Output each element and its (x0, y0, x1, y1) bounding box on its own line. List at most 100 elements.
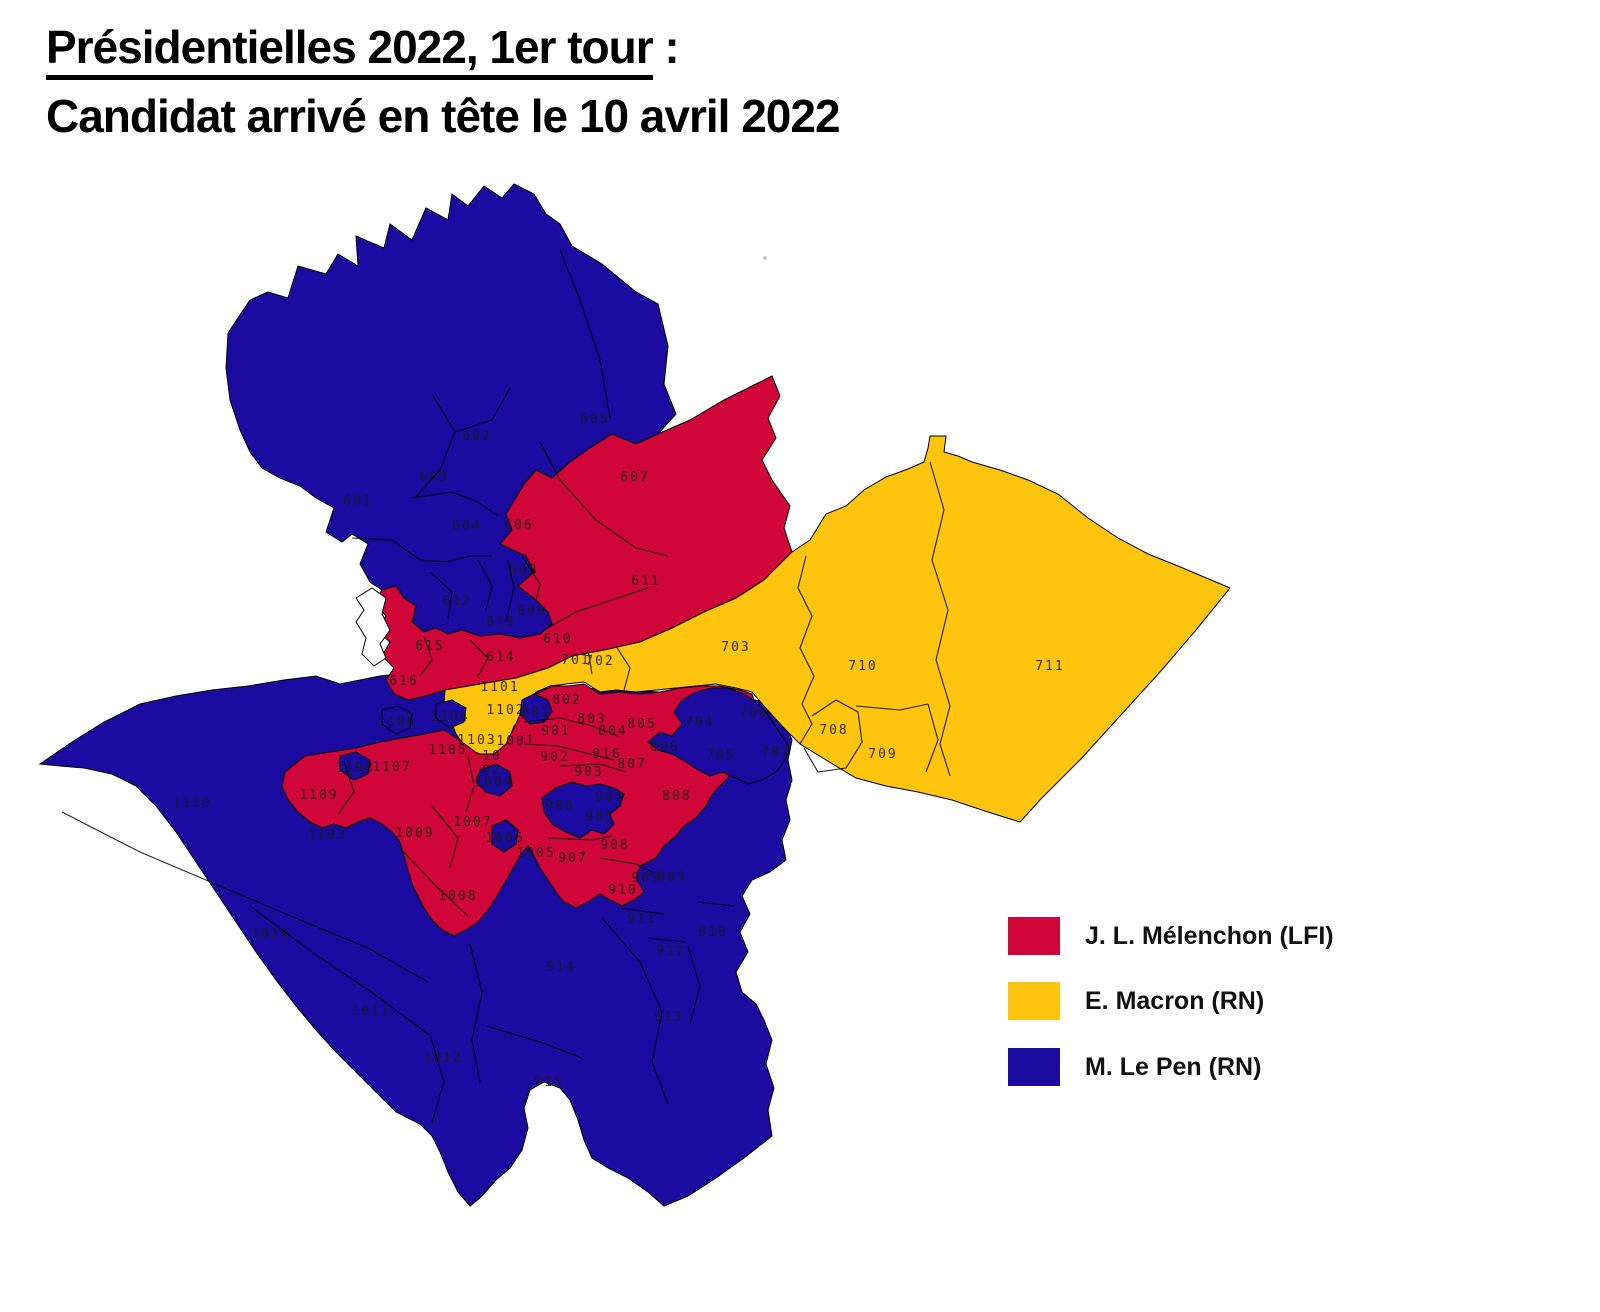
enclave-lepen-801 (519, 693, 553, 725)
legend-label-macron: E. Macron (RN) (1085, 986, 1265, 1015)
district-label-612: 612 (442, 594, 471, 609)
district-label-1011: 1011 (351, 1004, 390, 1019)
district-label-1101: 1101 (480, 680, 519, 695)
title-line1: Présidentielles 2022, 1er tour : (46, 20, 840, 80)
district-label-806: 806 (650, 740, 679, 755)
district-label-907: 907 (558, 851, 587, 866)
district-label-1012: 1012 (423, 1051, 462, 1066)
district-label-1002: 10 02 (482, 749, 502, 778)
district-label-1106: 1106 (377, 715, 416, 730)
district-label-708: 708 (819, 723, 848, 738)
district-label-905: 905 (585, 810, 614, 825)
enclave-lepen-1004 (475, 763, 513, 797)
district-label-810: 810 (698, 925, 727, 940)
page-title: Présidentielles 2022, 1er tour : Candida… (46, 20, 841, 143)
district-label-912: 912 (656, 944, 685, 959)
district-label-916: 916 (592, 747, 621, 762)
legend-label-lepen: M. Le Pen (RN) (1085, 1052, 1262, 1081)
district-label-607: 607 (620, 470, 649, 485)
district-label-706: 706 (739, 706, 768, 721)
district-label-911: 911 (627, 912, 656, 927)
title-line2: Candidat arrivé en tête le 10 avril 2022 (46, 90, 841, 142)
district-label-608: 608 (509, 563, 538, 578)
district-label-1109: 1109 (299, 788, 338, 803)
district-label-915: 915 (534, 1075, 563, 1090)
district-label-910: 910 (608, 883, 637, 898)
district-label-901: 901 (541, 724, 570, 739)
district-label-908: 908 (600, 838, 629, 853)
district-label-808: 808 (662, 789, 691, 804)
legend-swatch-macron (1008, 982, 1060, 1020)
legend-swatch-lepen (1008, 1048, 1060, 1086)
district-label-906: 906 (545, 799, 574, 814)
district-label-705: 705 (706, 748, 735, 763)
district-label-609: 609 (517, 604, 546, 619)
district-label-914: 914 (546, 960, 575, 975)
district-label-1102: 1102 (486, 703, 525, 718)
district-label-1107: 1107 (372, 760, 411, 775)
district-label-707: 707 (761, 745, 790, 760)
district-label-1008: 1008 (438, 889, 477, 904)
district-label-615: 615 (415, 639, 444, 654)
district-label-1104: 1104 (430, 710, 469, 725)
district-label-801: 801 (521, 705, 550, 720)
legend-label-melenchon: J. L. Mélenchon (LFI) (1085, 921, 1334, 950)
district-label-701: 701 (561, 653, 590, 668)
district-label-1108: 1108 (335, 761, 374, 776)
district-label-902: 902 (540, 750, 569, 765)
enclave-lepen-1106 (381, 705, 413, 735)
district-label-605: 605 (580, 412, 609, 427)
district-label-603: 603 (419, 470, 448, 485)
district-label-1005: 1005 (516, 846, 555, 861)
district-label-913: 913 (654, 1010, 683, 1025)
title-underlined-text: Présidentielles 2022, 1er tour (46, 20, 654, 80)
enclave-lepen-1104 (435, 699, 467, 729)
legend-swatch-melenchon (1008, 917, 1060, 955)
district-label-1103: 1103 (307, 828, 346, 843)
district-label-909: 909 (631, 871, 660, 886)
district-label-703: 703 (721, 640, 750, 655)
district-label-602: 602 (462, 429, 491, 444)
district-label-1004: 1004 (474, 775, 513, 790)
district-label-606: 606 (504, 518, 533, 533)
district-label-604: 604 (452, 519, 481, 534)
district-labels: 601 602 603 604 605 606 607 608 609 610 611 612 613 6… (172, 412, 1064, 1090)
district-label-1007: 1007 (453, 815, 492, 830)
district-label-704: 704 (685, 715, 714, 730)
district-label-1105: 1105 (428, 743, 467, 758)
district-label-710: 710 (848, 659, 877, 674)
district-borders (61, 249, 951, 1123)
district-label-803: 803 (577, 712, 606, 727)
district-label-702: 702 (585, 654, 614, 669)
district-label-1009: 1009 (395, 826, 434, 841)
district-label-1010: 1010 (251, 927, 290, 942)
district-label-611: 611 (631, 574, 660, 589)
district-label-1110: 1110 (172, 796, 211, 811)
district-label-616: 616 (389, 674, 418, 689)
district-label-613: 613 (486, 615, 515, 630)
enclave-lepen-904-906 (541, 781, 625, 839)
district-label-610: 610 (543, 632, 572, 647)
east-macron-region (443, 435, 1231, 823)
title-suffix: : (652, 21, 679, 73)
district-label-711: 711 (1035, 659, 1064, 674)
legend-item-lepen: M. Le Pen (RN) (1008, 1048, 1261, 1086)
district-label-614: 614 (486, 650, 515, 665)
enclave-lepen-1006 (491, 819, 519, 853)
district-label-809: 809 (657, 870, 686, 885)
district-label-601: 601 (343, 494, 372, 509)
district-label-709: 709 (868, 747, 897, 762)
district-label-1103: 1103 (457, 733, 496, 748)
district-label-807: 807 (617, 757, 646, 772)
district-label-805: 805 (627, 717, 656, 732)
district-label-903: 903 (574, 765, 603, 780)
enclave-lepen-704-707-806 (647, 687, 791, 785)
legend-item-macron: E. Macron (RN) (1008, 982, 1264, 1020)
map-speck (763, 256, 767, 260)
legend-item-melenchon: J. L. Mélenchon (LFI) (1008, 917, 1334, 955)
district-label-802: 802 (552, 693, 581, 708)
district-label-1006: 1006 (485, 831, 524, 846)
district-label-904: 904 (595, 790, 624, 805)
map-hole (355, 587, 391, 667)
